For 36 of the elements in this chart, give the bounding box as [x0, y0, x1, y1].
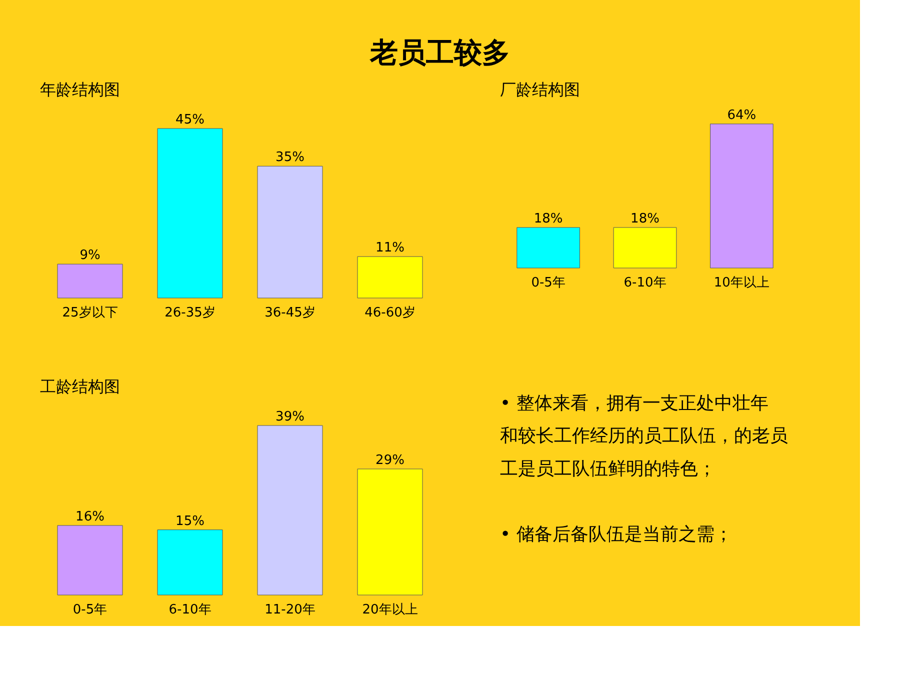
- data-label: 18%: [630, 211, 660, 226]
- chart-title: 工龄结构图: [40, 377, 120, 396]
- x-tick-label: 6-10年: [624, 276, 666, 290]
- x-tick-label: 6-10年: [168, 602, 212, 618]
- data-label: 15%: [176, 514, 204, 529]
- bar: [57, 264, 123, 298]
- bar: [257, 425, 323, 596]
- x-tick-label: 46-60岁: [364, 306, 416, 320]
- x-tick-label: 36-45岁: [264, 306, 316, 320]
- text: • 整体来看，拥有一支正处中壮年和较长工作经历的员工队伍，的老员工是员工队伍鲜明的特色；: [500, 393, 788, 480]
- x-tick-label: 10年以上: [714, 276, 770, 290]
- chart-title: 老员工较多: [369, 36, 510, 69]
- data-label: 64%: [727, 108, 756, 123]
- x-tick-label: 11-20年: [264, 602, 316, 618]
- data-label: 35%: [276, 150, 304, 166]
- data-label: 18%: [534, 211, 563, 226]
- text: • 储备后备队伍是当前之需；: [500, 524, 732, 545]
- data-label: 45%: [176, 112, 204, 128]
- data-label: 29%: [376, 452, 404, 468]
- bar: [57, 525, 123, 596]
- bar: [157, 128, 223, 298]
- bar: [157, 530, 223, 596]
- chart-subtitle: 年龄结构图: [40, 80, 120, 99]
- bar: [257, 166, 323, 298]
- x-tick-label: 0-5年: [72, 602, 108, 618]
- bar: [357, 256, 423, 298]
- x-tick-label: 20年以上: [362, 602, 418, 618]
- data-label: 39%: [276, 410, 304, 425]
- chart-title: 厂龄结构图: [500, 80, 580, 99]
- x-tick-label: 25岁以下: [62, 306, 118, 320]
- data-label: 9%: [80, 248, 100, 264]
- bar: [357, 468, 423, 596]
- data-label: 16%: [76, 509, 104, 524]
- x-tick-label: 0-5年: [531, 276, 566, 290]
- x-tick-label: 26-35岁: [164, 306, 216, 320]
- data-label: 11%: [376, 240, 404, 256]
